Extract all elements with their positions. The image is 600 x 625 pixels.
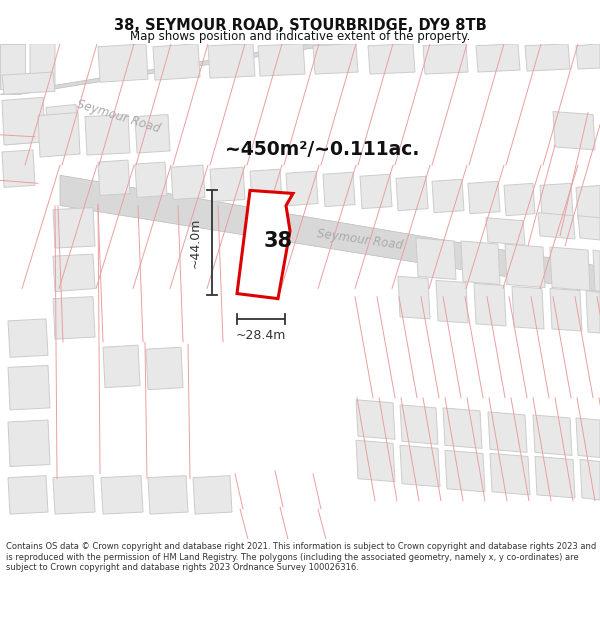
Polygon shape (476, 44, 520, 72)
Polygon shape (0, 44, 340, 94)
Polygon shape (85, 114, 130, 155)
Polygon shape (153, 44, 200, 80)
Text: Seymour Road: Seymour Road (74, 98, 161, 136)
Polygon shape (250, 169, 282, 204)
Polygon shape (423, 44, 468, 74)
Polygon shape (2, 72, 55, 94)
Polygon shape (148, 476, 188, 514)
Polygon shape (101, 476, 143, 514)
Polygon shape (135, 162, 167, 198)
Polygon shape (533, 415, 572, 456)
Text: ~28.4m: ~28.4m (236, 329, 286, 342)
Polygon shape (400, 445, 440, 487)
Text: ~450m²/~0.111ac.: ~450m²/~0.111ac. (225, 141, 419, 159)
Polygon shape (400, 405, 438, 444)
Text: 38: 38 (263, 231, 293, 251)
Polygon shape (258, 44, 305, 76)
Polygon shape (432, 179, 464, 213)
Polygon shape (488, 412, 527, 452)
Polygon shape (576, 44, 600, 69)
Polygon shape (474, 284, 506, 326)
Polygon shape (468, 181, 500, 214)
Polygon shape (146, 348, 183, 389)
Polygon shape (461, 241, 500, 284)
Polygon shape (53, 254, 95, 291)
Polygon shape (586, 291, 600, 333)
Polygon shape (313, 44, 358, 74)
Polygon shape (53, 476, 95, 514)
Polygon shape (436, 281, 468, 323)
Polygon shape (550, 289, 582, 331)
Text: 38, SEYMOUR ROAD, STOURBRIDGE, DY9 8TB: 38, SEYMOUR ROAD, STOURBRIDGE, DY9 8TB (113, 18, 487, 32)
Polygon shape (323, 173, 355, 207)
Polygon shape (593, 250, 600, 291)
Polygon shape (237, 191, 293, 299)
Text: Seymour Road: Seymour Road (316, 228, 404, 253)
Polygon shape (8, 366, 50, 410)
Polygon shape (504, 183, 535, 216)
Polygon shape (576, 186, 600, 219)
Polygon shape (553, 111, 595, 150)
Polygon shape (490, 453, 530, 495)
Polygon shape (550, 247, 590, 291)
Polygon shape (525, 44, 570, 71)
Text: Map shows position and indicative extent of the property.: Map shows position and indicative extent… (130, 30, 470, 43)
Polygon shape (396, 176, 428, 211)
Polygon shape (46, 104, 78, 143)
Polygon shape (3, 102, 40, 145)
Polygon shape (208, 44, 255, 78)
Polygon shape (540, 183, 573, 218)
Polygon shape (193, 476, 232, 514)
Polygon shape (445, 451, 485, 492)
Polygon shape (486, 217, 525, 245)
Polygon shape (443, 408, 482, 448)
Polygon shape (580, 459, 600, 500)
Polygon shape (210, 167, 245, 201)
Polygon shape (356, 440, 395, 482)
Polygon shape (398, 276, 430, 319)
Polygon shape (8, 319, 48, 357)
Text: Contains OS data © Crown copyright and database right 2021. This information is : Contains OS data © Crown copyright and d… (6, 542, 596, 572)
Polygon shape (286, 171, 318, 206)
Polygon shape (53, 297, 95, 339)
Polygon shape (505, 244, 545, 288)
Polygon shape (416, 238, 456, 279)
Polygon shape (8, 420, 50, 466)
Polygon shape (60, 175, 600, 291)
Polygon shape (103, 345, 140, 388)
Polygon shape (53, 208, 95, 248)
Polygon shape (512, 286, 544, 329)
Polygon shape (8, 476, 48, 514)
Polygon shape (576, 418, 600, 457)
Polygon shape (38, 112, 80, 157)
Polygon shape (171, 165, 205, 199)
Polygon shape (356, 400, 395, 439)
Polygon shape (538, 213, 575, 239)
Polygon shape (578, 216, 600, 240)
Polygon shape (368, 44, 415, 74)
Polygon shape (0, 44, 25, 89)
Polygon shape (2, 150, 35, 188)
Polygon shape (360, 174, 392, 209)
Polygon shape (30, 44, 55, 88)
Polygon shape (98, 44, 148, 82)
Polygon shape (2, 98, 45, 145)
Polygon shape (98, 160, 130, 196)
Text: ~44.0m: ~44.0m (189, 217, 202, 268)
Polygon shape (135, 114, 170, 153)
Polygon shape (535, 456, 575, 498)
